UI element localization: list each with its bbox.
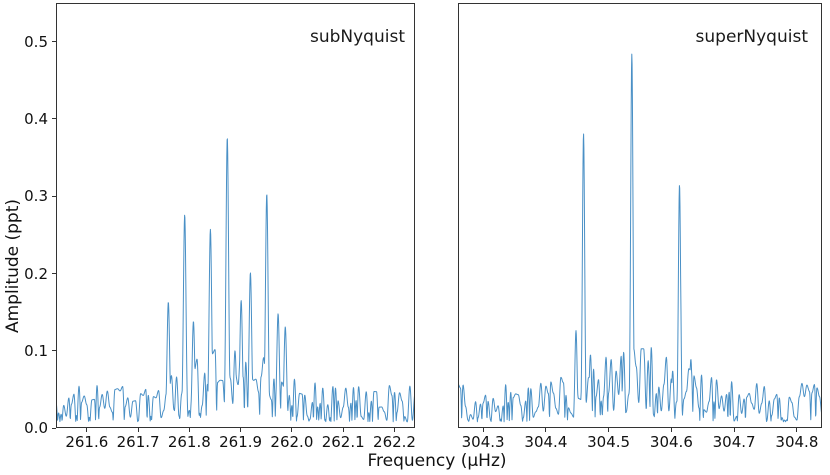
x-tick-mark: [670, 428, 672, 432]
y-tick-mark: [52, 350, 56, 352]
y-tick-mark: [52, 273, 56, 274]
x-tick-mark: [545, 428, 547, 432]
x-tick-mark: [240, 428, 242, 432]
panel-label-subnyquist: subNyquist: [309, 27, 405, 47]
axes-spines: [458, 3, 822, 428]
x-tick-label: 261.6: [65, 433, 109, 451]
x-tick-label: 262.0: [270, 433, 314, 451]
y-tick-label: 0.3: [24, 187, 48, 206]
panel-subnyquist: subNyquist: [56, 3, 415, 428]
x-tick-label: 304.3: [461, 433, 505, 451]
x-tick-label: 261.8: [167, 433, 211, 451]
spectrum-line: [458, 53, 822, 423]
x-tick-mark: [394, 428, 395, 432]
x-axis-label: Frequency (μHz): [367, 451, 507, 471]
y-tick-label: 0.4: [24, 109, 48, 128]
x-tick-label: 304.8: [775, 433, 819, 451]
x-tick-label: 261.9: [219, 433, 263, 451]
y-tick-label: 0.1: [24, 341, 48, 360]
supernyquist-spectrum-plot: [458, 3, 822, 428]
x-tick-mark: [796, 428, 798, 432]
y-tick-label: 0.5: [24, 32, 48, 51]
x-tick-label: 304.4: [524, 433, 568, 451]
x-tick-label: 304.6: [649, 433, 693, 451]
panel-label-supernyquist: superNyquist: [695, 27, 808, 47]
y-tick-label: 0.2: [24, 264, 48, 283]
x-tick-label: 304.7: [712, 433, 756, 451]
y-tick-label: 0.0: [24, 419, 48, 437]
x-tick-label: 262.2: [373, 433, 416, 451]
x-tick-mark: [188, 428, 190, 432]
x-tick-label: 261.7: [116, 433, 160, 451]
subnyquist-spectrum-plot: [56, 3, 415, 428]
x-tick-mark: [733, 428, 735, 432]
panel-supernyquist: superNyquist: [458, 3, 822, 428]
x-tick-mark: [86, 428, 88, 432]
y-tick-mark: [52, 41, 56, 43]
axes-spines: [56, 3, 415, 428]
y-tick-mark: [52, 195, 56, 197]
y-tick-mark: [52, 427, 56, 429]
x-tick-mark: [342, 428, 344, 432]
spectrum-line: [56, 138, 415, 423]
x-tick-mark: [291, 428, 293, 432]
x-tick-label: 262.1: [321, 433, 365, 451]
x-tick-mark: [482, 428, 484, 432]
x-tick-mark: [608, 428, 610, 432]
y-tick-mark: [52, 118, 56, 120]
x-tick-mark: [137, 428, 139, 432]
x-tick-label: 304.5: [587, 433, 631, 451]
